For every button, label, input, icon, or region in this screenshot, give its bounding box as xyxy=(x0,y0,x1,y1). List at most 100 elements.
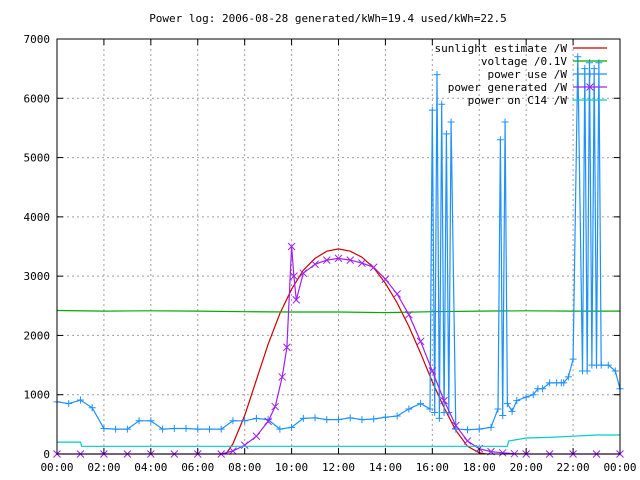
y-tick-label: 5000 xyxy=(24,152,51,165)
data-point-power-generated-w xyxy=(416,337,425,346)
data-point-power-use-w xyxy=(529,391,537,399)
data-point-power-use-w xyxy=(311,414,319,422)
data-point-power-use-w xyxy=(123,425,131,433)
data-point-power-generated-w xyxy=(278,373,287,381)
data-point-power-use-w xyxy=(581,65,589,73)
data-point-power-use-w xyxy=(564,373,572,381)
data-point-power-generated-w xyxy=(287,242,296,251)
data-point-power-generated-w xyxy=(346,256,355,264)
x-tick-label: 04:00 xyxy=(134,461,167,474)
data-point-power-use-w xyxy=(595,59,603,67)
y-tick-label: 3000 xyxy=(24,270,51,283)
data-point-power-use-w xyxy=(276,425,284,433)
x-tick-label: 10:00 xyxy=(275,461,308,474)
data-point-power-generated-w xyxy=(463,437,472,445)
legend-label: power generated /W xyxy=(448,81,568,94)
legend-marker xyxy=(586,70,594,78)
grid-lines xyxy=(57,39,620,454)
data-point-power-use-w xyxy=(475,425,483,433)
data-point-power-generated-w xyxy=(381,275,390,283)
y-tick-label: 4000 xyxy=(24,211,51,224)
data-point-power-use-w xyxy=(194,425,202,433)
series-line-power-on-c14-w xyxy=(57,434,620,447)
legend-label: voltage /0.1V xyxy=(481,55,567,68)
data-point-power-use-w xyxy=(604,361,612,369)
chart-title: Power log: 2006-08-28 generated/kWh=19.4… xyxy=(149,12,507,25)
data-point-power-use-w xyxy=(76,396,84,404)
axis-ticks: 00:00 02:00 04:00 06:00 08:00 10:00 12:00 14:00… xyxy=(24,33,637,474)
data-point-power-use-w xyxy=(405,405,413,413)
y-tick-label: 6000 xyxy=(24,92,51,105)
legend-label: sunlight estimate /W xyxy=(435,42,568,55)
data-point-power-use-w xyxy=(381,413,389,421)
data-point-power-use-w xyxy=(487,423,495,431)
data-point-power-generated-w xyxy=(229,447,237,455)
data-point-power-use-w xyxy=(229,417,237,425)
data-point-power-use-w xyxy=(182,425,190,433)
data-point-power-use-w xyxy=(252,414,260,422)
data-point-power-use-w xyxy=(417,400,425,408)
data-point-power-use-w xyxy=(217,425,225,433)
data-point-power-generated-w xyxy=(428,367,437,375)
x-tick-label: 22:00 xyxy=(557,461,590,474)
x-tick-label: 14:00 xyxy=(369,461,402,474)
data-point-power-use-w xyxy=(358,416,366,424)
data-point-power-use-w xyxy=(503,400,511,408)
data-point-power-generated-w xyxy=(451,421,460,430)
data-point-power-use-w xyxy=(433,71,441,79)
data-point-power-use-w xyxy=(560,379,568,387)
data-point-power-generated-w xyxy=(271,402,280,411)
data-point-power-use-w xyxy=(159,425,167,433)
legend-label: power on C14 /W xyxy=(468,94,568,107)
y-tick-label: 1000 xyxy=(24,389,51,402)
data-point-power-use-w xyxy=(299,414,307,422)
data-point-power-use-w xyxy=(590,65,598,73)
data-point-power-generated-w xyxy=(322,256,331,264)
data-point-power-use-w xyxy=(100,425,108,433)
data-point-power-use-w xyxy=(508,407,516,415)
data-point-power-use-w xyxy=(583,367,591,375)
data-point-power-generated-w xyxy=(405,310,413,319)
data-point-power-generated-w xyxy=(240,441,249,449)
data-point-power-generated-w xyxy=(498,448,507,457)
x-tick-label: 18:00 xyxy=(463,461,496,474)
series-line-voltage-0-1v xyxy=(56,309,620,314)
data-point-power-use-w xyxy=(522,393,530,401)
data-point-power-use-w xyxy=(426,405,434,413)
data-point-power-use-w xyxy=(442,130,450,138)
y-tick-label: 2000 xyxy=(24,329,51,342)
data-point-power-generated-w xyxy=(299,269,308,278)
data-point-power-use-w xyxy=(431,409,439,416)
y-tick-label: 7000 xyxy=(24,33,51,46)
series-line-power-use-w xyxy=(56,56,621,431)
data-point-power-generated-w xyxy=(369,263,378,272)
x-tick-label: 20:00 xyxy=(510,461,543,474)
x-tick-label: 00:00 xyxy=(40,461,73,474)
data-point-power-use-w xyxy=(241,417,249,425)
data-point-power-use-w xyxy=(494,405,502,413)
x-tick-label: 06:00 xyxy=(181,461,214,474)
data-point-power-use-w xyxy=(393,412,401,420)
data-point-power-use-w xyxy=(447,118,455,126)
data-point-power-use-w xyxy=(546,379,554,387)
data-point-power-generated-w xyxy=(292,296,301,304)
data-point-power-use-w xyxy=(496,136,504,144)
x-tick-label: 16:00 xyxy=(416,461,449,474)
data-point-power-use-w xyxy=(88,404,96,412)
data-point-power-use-w xyxy=(335,416,342,424)
data-point-power-use-w xyxy=(464,426,472,434)
data-point-power-use-w xyxy=(539,385,547,393)
data-point-power-use-w xyxy=(435,414,443,422)
data-point-power-use-w xyxy=(147,417,155,425)
data-point-power-use-w xyxy=(370,415,378,423)
data-point-power-use-w xyxy=(499,411,507,419)
data-point-power-use-w xyxy=(288,423,296,431)
series-line-sunlight-estimate-w xyxy=(225,248,487,455)
data-point-power-generated-w xyxy=(440,396,448,405)
data-point-power-use-w xyxy=(112,425,120,433)
data-point-power-generated-w xyxy=(264,417,272,426)
data-point-power-use-w xyxy=(170,425,178,433)
